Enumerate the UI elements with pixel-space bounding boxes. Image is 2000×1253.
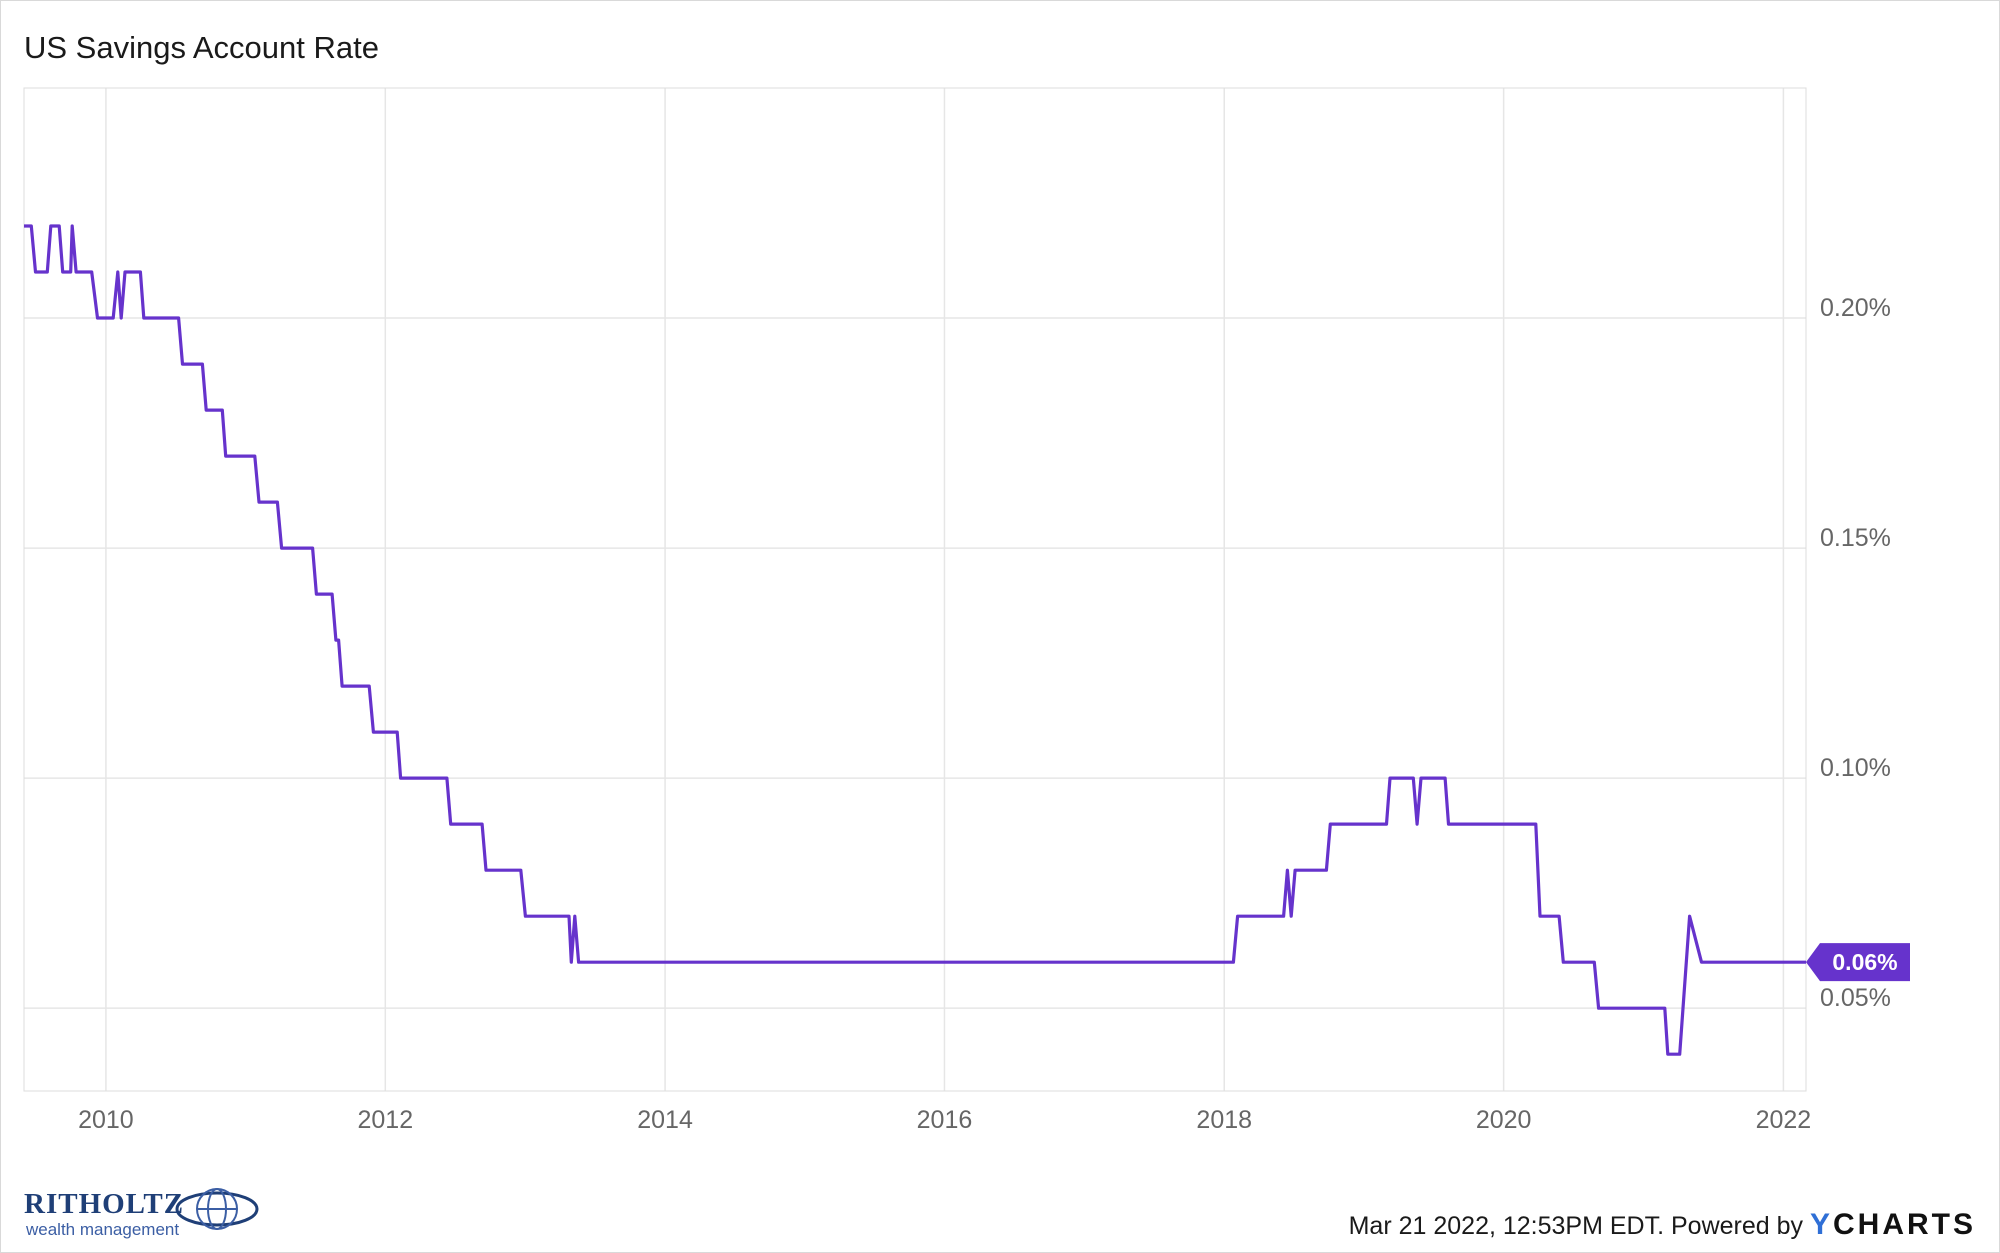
y-tick-label: 0.20%	[1820, 294, 1891, 322]
ycharts-logo-text: CHARTS	[1833, 1208, 1976, 1241]
x-tick-label: 2012	[357, 1106, 413, 1134]
y-tick-label: 0.15%	[1820, 524, 1891, 552]
series-group	[24, 224, 1806, 1056]
x-tick-label: 2010	[78, 1106, 134, 1134]
y-tick-label: 0.05%	[1820, 984, 1891, 1012]
x-tick-label: 2022	[1756, 1106, 1812, 1134]
series-line	[24, 224, 1806, 1056]
logo-name: RITHOLTZ	[24, 1188, 185, 1220]
x-tick-label: 2014	[637, 1106, 693, 1134]
logo-subtitle: wealth management	[26, 1220, 180, 1239]
last-value-label: 0.06%	[1832, 949, 1897, 975]
grid-lines	[24, 88, 1806, 1091]
x-tick-label: 2018	[1196, 1106, 1252, 1134]
chart-title: US Savings Account Rate	[24, 30, 379, 65]
ritholtz-logo: RITHOLTZ wealth management	[24, 1178, 259, 1239]
footer-timestamp: Mar 21 2022, 12:53PM EDT. Powered by	[1348, 1212, 1804, 1240]
plot-area-border	[23, 87, 1807, 1092]
footer: Mar 21 2022, 12:53PM EDT. Powered by YCH…	[1349, 1208, 1976, 1242]
last-value-group: 0.06%	[1806, 943, 1910, 982]
x-tick-label: 2020	[1476, 1106, 1532, 1134]
y-tick-label: 0.10%	[1820, 754, 1891, 782]
ycharts-logo[interactable]: YCHARTS	[1810, 1208, 1976, 1241]
x-tick-label: 2016	[917, 1106, 973, 1134]
axis-tick-labels: 2010 2012 2014 2016 2018 2020 2022 0.05% 0.10% 0.…	[78, 294, 1891, 1134]
ycharts-logo-y: Y	[1809, 1208, 1833, 1241]
globe-icon	[175, 1188, 259, 1230]
last-value-badge	[1806, 943, 1910, 982]
